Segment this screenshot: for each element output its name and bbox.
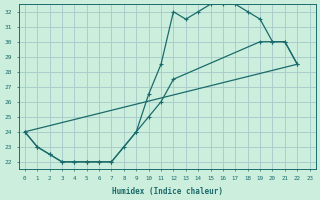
X-axis label: Humidex (Indice chaleur): Humidex (Indice chaleur)	[112, 187, 223, 196]
